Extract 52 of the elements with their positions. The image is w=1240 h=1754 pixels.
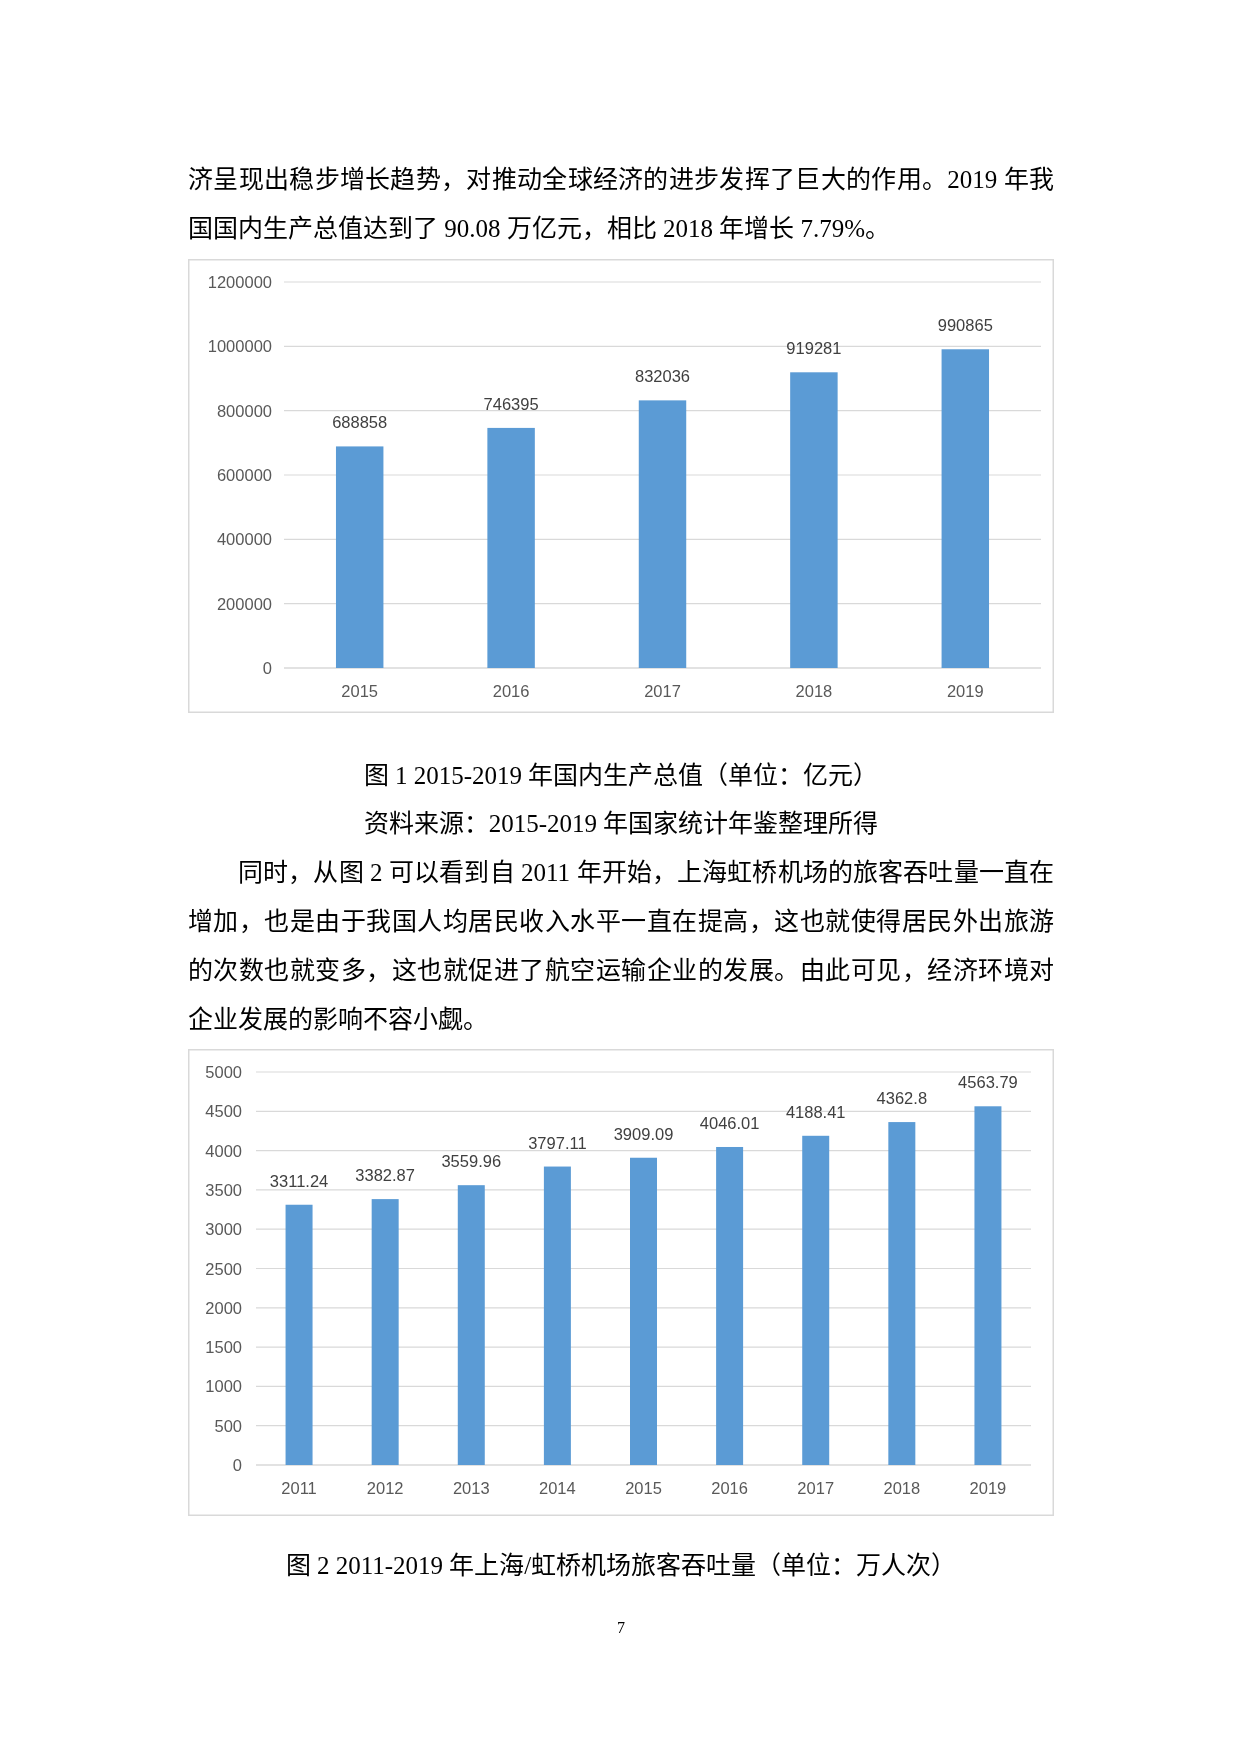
y-tick-label: 4500 [205,1102,242,1121]
data-label: 688858 [332,413,388,432]
x-tick-label: 2017 [644,682,681,700]
text: 济呈现出稳步增长趋势，对推动全球经济的进步发挥了巨大的作用。2019 年我国国内生产总值达到了 90.08 万亿元，相比 2018 年增长 7.79%。 [188,164,1054,244]
y-tick-label: 600000 [216,466,272,484]
y-tick-label: 1000 [205,1377,242,1396]
y-tick-label: 800000 [216,401,272,420]
x-tick-label: 2011 [281,1479,317,1497]
y-tick-label: 400000 [216,530,272,549]
text: 图 2 2011-2019 年上海/虹桥机场旅客吞吐量（单位：万人次） [284,1551,958,1581]
data-label: 3382.87 [355,1166,415,1185]
x-tick-label: 2015 [341,682,379,700]
x-tick-label: 2018 [795,682,833,700]
y-tick-label: 4000 [205,1141,242,1160]
data-label: 3797.11 [528,1133,587,1152]
x-tick-label: 2016 [492,682,530,700]
y-tick-label: 1200000 [207,273,272,291]
y-tick-label: 0 [262,659,272,677]
y-tick-label: 3500 [205,1180,242,1199]
y-tick-label: 1000000 [207,337,272,356]
x-tick-label: 2016 [711,1479,748,1497]
data-label: 3311.24 [269,1171,329,1190]
y-tick-label: 5000 [205,1063,242,1081]
data-label: 4563.79 [958,1073,1018,1092]
data-label: 919281 [786,339,842,358]
y-tick-label: 0 [232,1456,242,1474]
y-tick-label: 1500 [205,1338,242,1357]
x-tick-label: 2014 [539,1479,576,1497]
text: 同时，从图 2 可以看到自 2011 年开始，上海虹桥机场的旅客吞吐量一直在增加，也是由于我国人均居民收入水平一直在提高，这也就使得居民外出旅游的次数也就变多，这也就促进了航空运输企业的发展。由此可见，经济环境对企业发展的影响不容小觑。 [188,857,1054,1035]
x-tick-label: 2015 [625,1479,662,1497]
data-label: 832036 [634,367,691,386]
x-tick-label: 2017 [797,1479,835,1497]
y-tick-label: 200000 [216,594,272,613]
y-tick-label: 3000 [205,1220,242,1239]
data-label: 4362.8 [876,1089,928,1108]
x-tick-label: 2012 [366,1479,404,1497]
x-tick-label: 2019 [969,1479,1007,1497]
y-tick-label: 2000 [205,1298,242,1317]
x-tick-label: 2018 [883,1479,921,1497]
text: 图 1 2015-2019 年国内生产总值（单位：亿元） [362,761,880,791]
data-label: 4046.01 [699,1113,760,1132]
data-label: 3559.96 [441,1152,502,1171]
y-tick-label: 2500 [205,1259,242,1278]
text: 资料来源：2015-2019 年国家统计年鉴整理所得 [362,809,880,839]
y-tick-label: 500 [214,1416,242,1435]
x-tick-label: 2019 [946,682,984,700]
data-label: 990865 [937,316,993,335]
data-label: 746395 [483,394,539,413]
x-tick-label: 2013 [452,1479,490,1497]
text: 7 [616,1618,626,1638]
data-label: 4188.41 [785,1102,846,1121]
data-label: 3909.09 [613,1124,674,1143]
